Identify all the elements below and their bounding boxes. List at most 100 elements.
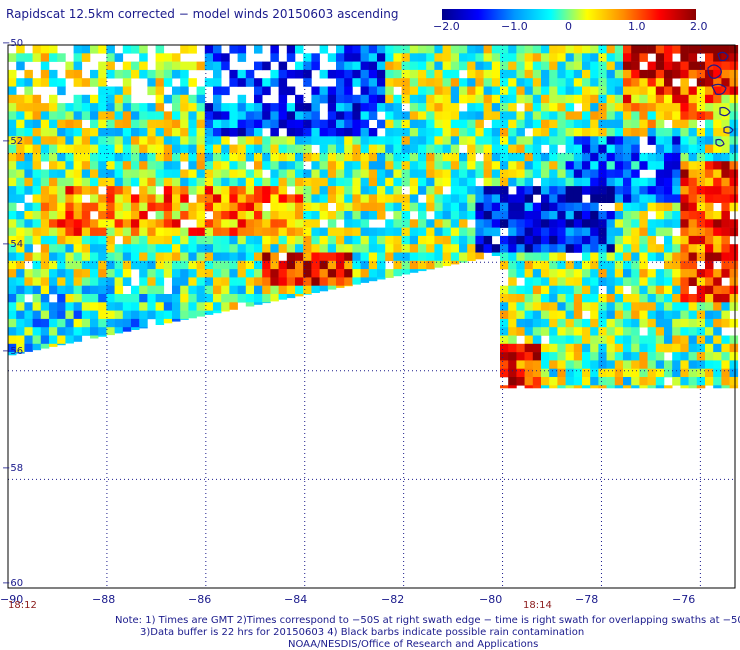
wind-diff-cell <box>344 186 353 195</box>
wind-diff-cell <box>500 94 509 104</box>
wind-diff-cell <box>623 235 632 245</box>
wind-diff-cell <box>229 152 238 162</box>
wind-diff-cell <box>122 186 132 195</box>
wind-diff-cell <box>245 285 255 295</box>
wind-diff-cell <box>680 78 689 87</box>
wind-diff-cell <box>155 152 165 162</box>
wind-diff-cell <box>532 377 542 386</box>
wind-diff-cell <box>122 310 132 320</box>
wind-diff-cell <box>459 177 468 187</box>
wind-diff-cell <box>221 169 230 179</box>
wind-diff-cell <box>352 244 361 253</box>
wind-diff-cell <box>696 335 706 345</box>
wind-diff-cell <box>623 269 632 278</box>
wind-diff-cell <box>131 235 140 245</box>
wind-diff-cell <box>598 269 607 278</box>
wind-diff-cell <box>623 310 632 320</box>
wind-diff-cell <box>491 219 501 228</box>
wind-diff-cell <box>565 277 575 286</box>
wind-diff-cell <box>303 136 312 145</box>
wind-diff-cell <box>639 128 648 137</box>
wind-diff-cell <box>418 94 427 104</box>
wind-diff-cell <box>131 318 140 328</box>
wind-diff-cell <box>49 227 58 237</box>
wind-diff-cell <box>278 78 288 87</box>
wind-diff-cell <box>8 186 17 195</box>
wind-diff-cell <box>57 103 66 112</box>
wind-diff-cell <box>680 219 689 228</box>
wind-diff-cell <box>32 78 42 87</box>
wind-diff-cell <box>204 61 214 71</box>
wind-diff-cell <box>360 244 370 253</box>
wind-diff-cell <box>98 244 107 253</box>
wind-diff-cell <box>491 211 501 220</box>
wind-diff-cell <box>237 111 247 120</box>
wind-diff-cell <box>65 335 74 344</box>
wind-diff-cell <box>721 343 730 353</box>
wind-diff-cell <box>327 94 337 104</box>
wind-diff-cell <box>295 177 304 187</box>
wind-diff-cell <box>360 260 370 270</box>
wind-diff-cell <box>524 269 534 278</box>
wind-diff-cell <box>98 227 107 237</box>
wind-diff-cell <box>180 103 189 112</box>
wind-diff-cell <box>639 69 648 79</box>
wind-diff-cell <box>557 177 566 187</box>
wind-diff-cell <box>237 294 247 303</box>
wind-diff-cell <box>541 377 550 386</box>
wind-diff-cell <box>655 128 665 137</box>
wind-diff-cell <box>672 111 681 120</box>
wind-diff-cell <box>418 53 427 62</box>
wind-diff-cell <box>286 235 296 245</box>
wind-diff-cell <box>557 377 566 386</box>
wind-diff-cell <box>40 252 50 262</box>
wind-diff-cell <box>352 219 361 228</box>
wind-diff-cell <box>155 45 165 54</box>
wind-diff-cell <box>180 144 189 154</box>
wind-diff-cell <box>286 119 296 129</box>
wind-diff-cell <box>295 227 304 237</box>
wind-diff-cell <box>336 260 345 270</box>
wind-diff-cell <box>500 352 509 361</box>
wind-diff-cell <box>344 94 353 104</box>
wind-diff-cell <box>98 294 107 303</box>
wind-diff-cell <box>295 219 304 228</box>
wind-diff-cell <box>524 53 534 62</box>
wind-diff-cell <box>377 69 386 79</box>
wind-diff-cell <box>327 260 337 270</box>
wind-diff-cell <box>360 202 370 212</box>
wind-diff-cell <box>65 244 74 253</box>
wind-diff-cell <box>598 94 607 104</box>
wind-diff-cell <box>688 169 698 179</box>
wind-diff-cell <box>582 103 591 112</box>
wind-diff-cell <box>303 69 312 79</box>
wind-diff-cell <box>573 128 583 137</box>
wind-diff-cell <box>590 169 599 179</box>
wind-diff-cell <box>188 244 197 253</box>
wind-diff-cell <box>655 377 665 386</box>
wind-diff-cell <box>582 327 591 336</box>
wind-diff-cell <box>434 136 443 145</box>
wind-diff-cell <box>475 119 484 129</box>
wind-diff-cell <box>57 194 66 203</box>
wind-diff-cell <box>664 368 673 378</box>
wind-diff-cell <box>114 103 124 112</box>
wind-diff-cell <box>344 119 353 129</box>
wind-diff-cell <box>262 235 271 245</box>
wind-diff-cell <box>409 244 419 253</box>
wind-diff-cell <box>106 269 115 278</box>
wind-diff-cell <box>377 61 386 71</box>
wind-diff-cell <box>139 285 148 295</box>
wind-diff-cell <box>336 144 345 154</box>
wind-diff-cell <box>73 103 83 112</box>
wind-diff-cell <box>221 111 230 120</box>
wind-diff-cell <box>623 368 632 378</box>
wind-diff-cell <box>221 252 230 262</box>
wind-diff-cell <box>639 318 648 328</box>
wind-diff-cell <box>16 128 25 137</box>
wind-diff-cell <box>573 343 583 353</box>
wind-diff-cell <box>352 103 361 112</box>
wind-diff-cell <box>508 103 517 112</box>
wind-diff-cell <box>409 111 419 120</box>
wind-diff-cell <box>344 136 353 145</box>
